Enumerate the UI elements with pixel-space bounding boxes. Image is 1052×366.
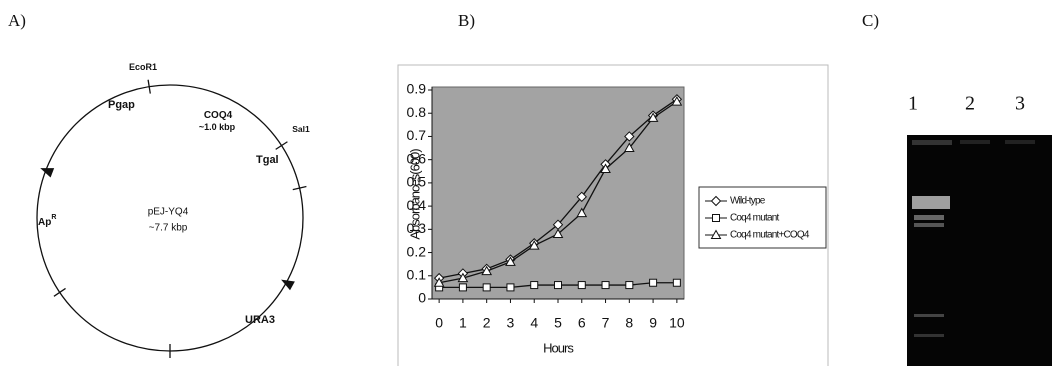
feature-text: Ap	[38, 217, 51, 228]
panel-label: C)	[862, 11, 879, 30]
y-axis-label: Absorbances(600)	[407, 149, 422, 240]
feature-label: Tgal	[256, 154, 279, 166]
site-tick	[54, 288, 66, 296]
feature-label: COQ4	[204, 110, 233, 121]
feature-label: EcoR1	[129, 62, 157, 72]
feature-text: COQ4	[204, 110, 233, 121]
marker	[673, 279, 680, 286]
gel-band	[912, 196, 950, 209]
marker	[507, 284, 514, 291]
x-tick-label: 10	[669, 315, 685, 331]
feature-label: URA3	[245, 314, 275, 326]
marker	[555, 282, 562, 289]
gel-well	[1005, 140, 1035, 144]
marker	[713, 215, 720, 222]
gel-band	[914, 334, 944, 337]
gel-well	[912, 140, 952, 145]
x-tick-label: 1	[459, 315, 467, 331]
feature-text: EcoR1	[129, 62, 157, 72]
x-tick-label: 8	[625, 315, 633, 331]
panel-label: B)	[458, 11, 475, 30]
legend-label: Coq4 mutant	[730, 213, 779, 224]
y-tick-label: 0.9	[407, 81, 427, 97]
plot-area	[432, 87, 684, 299]
arrowhead	[279, 275, 295, 290]
marker	[483, 284, 490, 291]
marker	[531, 282, 538, 289]
feature-label: Pgap	[108, 99, 135, 111]
y-tick-label: 0	[418, 290, 426, 306]
legend-label: Coq4 mutant+COQ4	[730, 230, 810, 241]
marker	[459, 284, 466, 291]
feature-label: ~1.0 kbp	[199, 122, 236, 132]
marker	[626, 282, 633, 289]
direction-arrow	[38, 164, 54, 178]
gel-band	[914, 223, 944, 227]
legend-label: Wild-type	[730, 196, 766, 207]
x-tick-label: 4	[530, 315, 538, 331]
marker	[602, 282, 609, 289]
y-tick-label: 0.7	[407, 127, 427, 143]
lane-label: 3	[1015, 93, 1025, 115]
y-tick-label: 0.1	[407, 266, 427, 282]
gel-background	[907, 135, 1052, 366]
plasmid-size: ~7.7 kbp	[149, 223, 188, 234]
feature-text: Sal1	[292, 124, 310, 134]
x-tick-label: 7	[602, 315, 610, 331]
x-tick-label: 2	[483, 315, 491, 331]
feature-text: Tgal	[256, 154, 279, 166]
direction-arrow	[279, 275, 295, 290]
x-tick-label: 9	[649, 315, 657, 331]
plasmid-circle	[37, 85, 303, 351]
feature-superscript: R	[51, 214, 56, 221]
site-tick	[276, 142, 288, 150]
marker	[578, 282, 585, 289]
y-tick-label: 0.2	[407, 243, 427, 259]
x-axis-label: Hours	[543, 340, 574, 355]
x-tick-label: 0	[435, 315, 443, 331]
feature-label: ApR	[38, 214, 56, 228]
arrowhead	[38, 164, 54, 178]
x-tick-label: 5	[554, 315, 562, 331]
figure: A) B) C) pEJ-YQ4 ~7.7 kbp EcoR1 Pgap COQ4~…	[0, 0, 1052, 366]
lane-label: 2	[965, 93, 975, 115]
lane-label: 1	[908, 93, 918, 115]
panel-label: A)	[8, 11, 26, 30]
feature-text: Pgap	[108, 99, 135, 111]
plasmid-name: pEJ-YQ4	[148, 207, 189, 218]
gel-band	[914, 215, 944, 220]
feature-text: URA3	[245, 314, 275, 326]
gel: 1 2 3	[907, 93, 1052, 366]
x-tick-label: 3	[507, 315, 515, 331]
feature-text: ~1.0 kbp	[199, 122, 236, 132]
x-tick-label: 6	[578, 315, 586, 331]
marker	[650, 279, 657, 286]
y-tick-label: 0.8	[407, 104, 427, 120]
gel-band	[914, 314, 944, 317]
plasmid-map: pEJ-YQ4 ~7.7 kbp EcoR1 Pgap COQ4~1.0 kbp Sa…	[37, 62, 310, 358]
gel-well	[960, 140, 990, 144]
feature-label: Sal1	[292, 124, 310, 134]
